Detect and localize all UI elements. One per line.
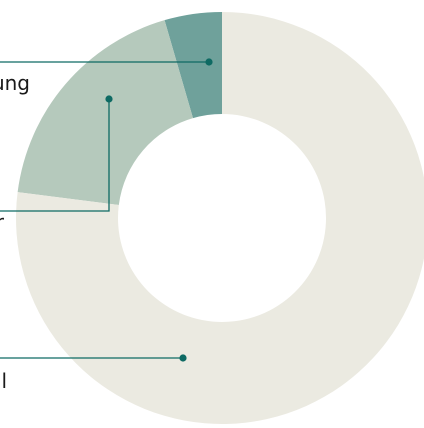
leader-dot-0 [205, 58, 213, 66]
slice-labels: ung r l [0, 71, 30, 393]
leader-lines [0, 58, 213, 362]
slice-label-1: r [0, 210, 5, 234]
slice-label-2: l [1, 369, 7, 393]
leader-dot-1 [105, 95, 113, 103]
donut-slice-0 [164, 12, 222, 119]
leader-line-1 [0, 99, 110, 212]
leader-dot-2 [179, 354, 187, 362]
donut-slices [16, 12, 424, 424]
donut-slice-1 [17, 20, 193, 205]
slice-label-0: ung [0, 71, 30, 95]
donut-slice-2 [16, 12, 424, 424]
